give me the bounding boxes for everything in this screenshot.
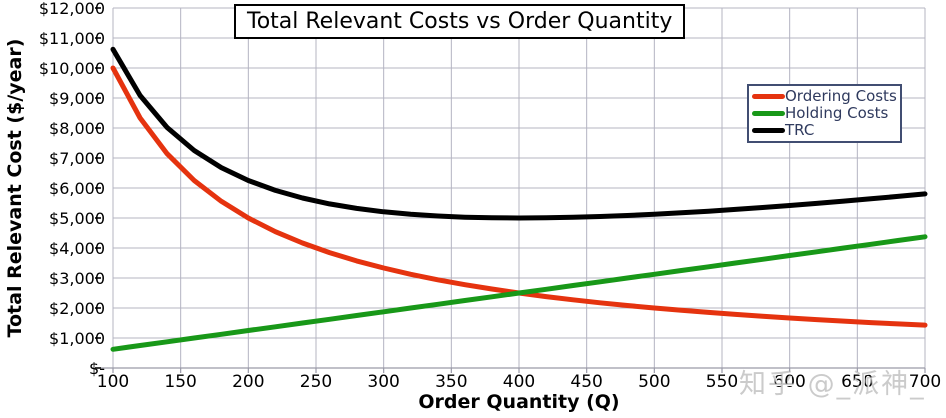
y-tick-label: $11,000 xyxy=(38,29,105,48)
legend: Ordering Costs Holding Costs TRC xyxy=(747,84,902,143)
chart-title: Total Relevant Costs vs Order Quantity xyxy=(234,4,686,39)
y-tick-label: $4,000 xyxy=(49,239,105,258)
y-tick-label: $10,000 xyxy=(38,59,105,78)
y-tick-label: $2,000 xyxy=(49,299,105,318)
legend-label-holding-costs: Holding Costs xyxy=(785,104,889,122)
trc-line-swatch xyxy=(752,128,785,133)
x-tick-label: 500 xyxy=(638,372,671,392)
axes xyxy=(95,7,926,373)
line-trc xyxy=(110,46,928,221)
y-tick-label: $1,000 xyxy=(49,329,105,348)
y-tick-label: $9,000 xyxy=(49,89,105,108)
x-tick-label: 700 xyxy=(908,372,942,392)
x-tick-label: 400 xyxy=(502,372,536,392)
x-tick-label: 650 xyxy=(841,372,874,392)
x-tick-label: 300 xyxy=(367,372,400,392)
legend-label-ordering-costs: Ordering Costs xyxy=(785,87,897,105)
line-holding-costs xyxy=(110,234,928,352)
y-tick-label: $8,000 xyxy=(49,119,105,138)
y-tick-label: $- xyxy=(89,359,105,378)
legend-item-ordering-costs: Ordering Costs xyxy=(752,88,897,105)
x-tick-label: 150 xyxy=(164,372,197,392)
x-tick-label: 350 xyxy=(435,372,468,392)
y-tick-label: $3,000 xyxy=(49,269,105,288)
legend-item-trc: TRC xyxy=(752,122,897,139)
y-tick-label: $6,000 xyxy=(49,179,105,198)
holding-costs-line-swatch xyxy=(752,111,785,116)
y-axis-title: Total Relevant Cost ($/year) xyxy=(4,38,26,338)
y-tick-label: $7,000 xyxy=(49,149,105,168)
ordering-costs-line-swatch xyxy=(752,94,785,99)
x-tick-label: 450 xyxy=(570,372,603,392)
gridlines xyxy=(112,7,926,369)
x-axis-title: Order Quantity (Q) xyxy=(418,391,620,413)
x-tick-label: 250 xyxy=(299,372,333,392)
x-tick-label: 600 xyxy=(773,372,806,392)
x-tick-label: 550 xyxy=(705,372,739,392)
legend-item-holding-costs: Holding Costs xyxy=(752,105,897,122)
y-tick-label: $5,000 xyxy=(49,209,105,228)
x-tick-label: 200 xyxy=(232,372,265,392)
x-tick-label: 100 xyxy=(96,372,130,392)
legend-label-trc: TRC xyxy=(785,121,815,139)
y-tick-label: $12,000 xyxy=(38,0,105,18)
